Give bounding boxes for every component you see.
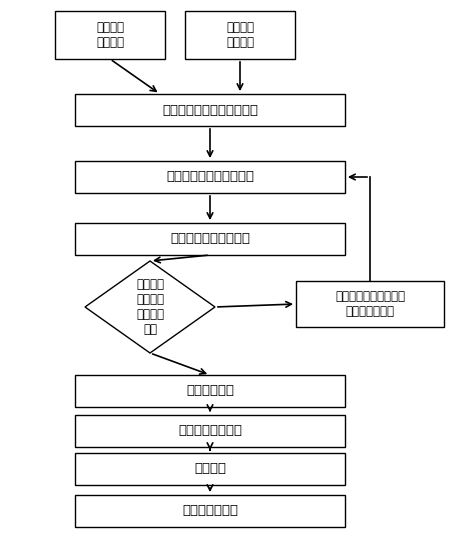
Bar [75,161,345,193]
Text: 配车数量
最高时段
是否在早
高峰: 配车数量 最高时段 是否在早 高峰 [136,278,164,336]
Bar [296,281,444,327]
Bar [75,415,345,447]
Bar [75,94,345,126]
Text: 计算时段站台车内断面客流: 计算时段站台车内断面客流 [162,103,258,116]
Bar [75,495,345,527]
Text: 预计总配车数: 预计总配车数 [186,385,234,397]
Text: 生成排班结果表: 生成排班结果表 [182,505,238,518]
Text: 计算上下行时段发班班次: 计算上下行时段发班班次 [166,170,254,183]
Bar [185,11,295,59]
Bar [75,453,345,485]
Text: 获取动态
基础数据: 获取动态 基础数据 [226,21,254,49]
Text: 加密早高峰时段满载率
最高的时段班次: 加密早高峰时段满载率 最高的时段班次 [335,290,405,318]
Bar [55,11,165,59]
Bar [75,223,345,255]
Text: 生成预发车时刻表: 生成预发车时刻表 [178,424,242,438]
Polygon shape [85,261,215,353]
Text: 车辆排班: 车辆排班 [194,462,226,476]
Text: 计算上下行时段配车数: 计算上下行时段配车数 [170,233,250,245]
Text: 获取静态
基础数据: 获取静态 基础数据 [96,21,124,49]
Bar [75,375,345,407]
